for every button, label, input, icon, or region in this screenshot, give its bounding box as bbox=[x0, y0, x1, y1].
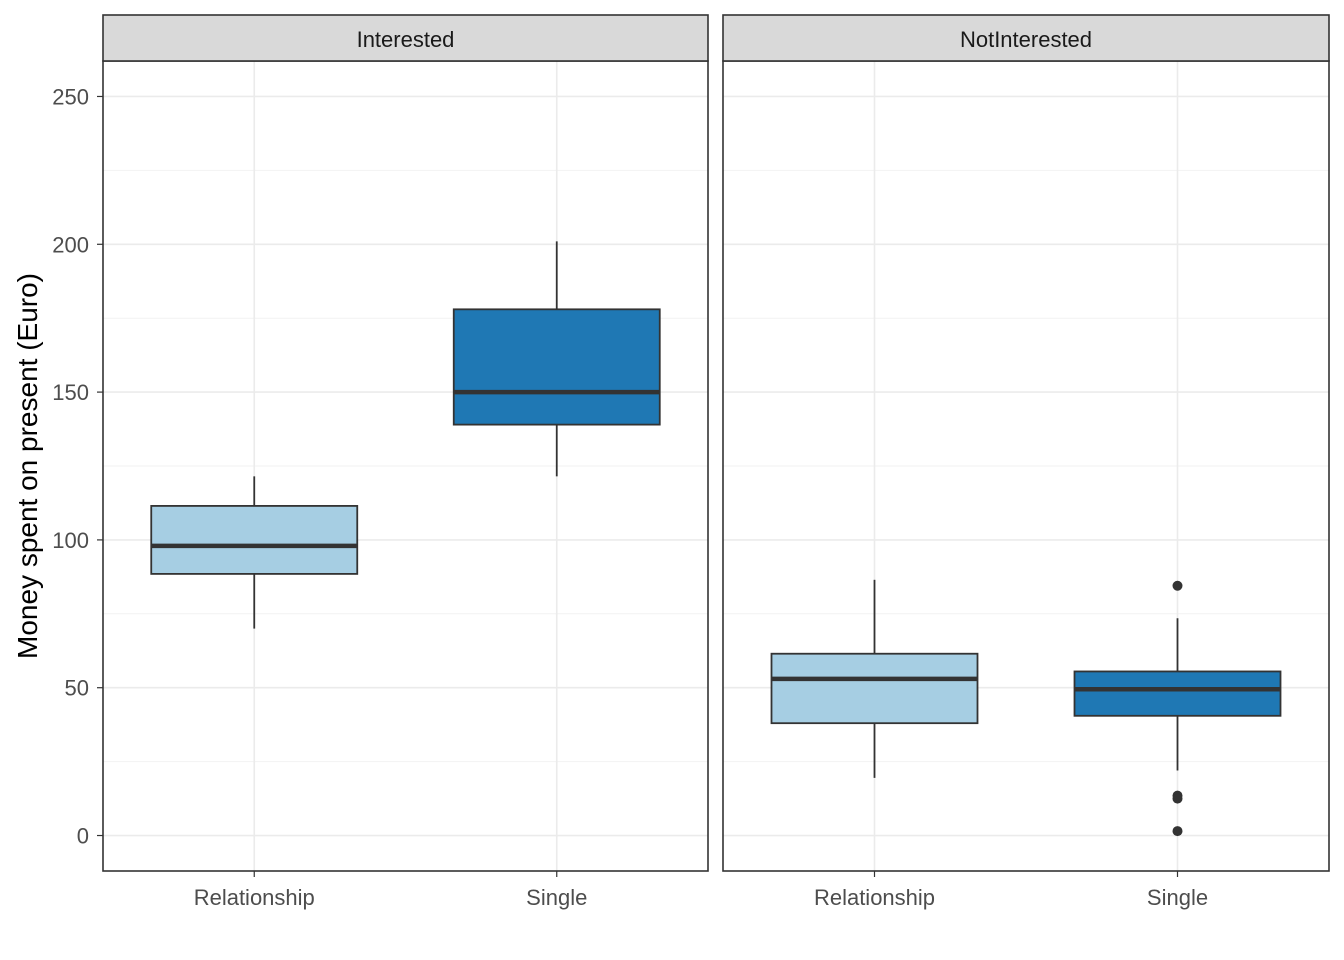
y-axis-title: Money spent on present (Euro) bbox=[12, 273, 43, 659]
box-iqr bbox=[452, 308, 661, 426]
box-iqr bbox=[1073, 670, 1282, 717]
y-tick-label: 150 bbox=[52, 380, 89, 405]
x-tick-label: Single bbox=[1147, 885, 1208, 910]
y-tick-label: 0 bbox=[77, 824, 89, 849]
box-relationship bbox=[150, 476, 359, 629]
outlier-point bbox=[1172, 826, 1183, 837]
facet-panel-notinterested: NotInterested Relationship Single bbox=[722, 14, 1330, 910]
x-tick-label: Relationship bbox=[814, 885, 935, 910]
box-relationship bbox=[770, 579, 979, 778]
facet-strip-label: NotInterested bbox=[960, 27, 1092, 52]
x-tick-label: Single bbox=[526, 885, 587, 910]
y-tick-label: 50 bbox=[65, 676, 89, 701]
y-tick-label: 100 bbox=[52, 528, 89, 553]
y-axis: 0 50 100 150 200 250 bbox=[52, 84, 103, 849]
box-iqr bbox=[770, 652, 979, 725]
y-tick-label: 250 bbox=[52, 84, 89, 109]
facet-strip bbox=[102, 14, 709, 62]
facet-strip-label: Interested bbox=[357, 27, 455, 52]
box-single bbox=[452, 241, 661, 477]
box-single bbox=[1073, 580, 1282, 837]
outlier-point bbox=[1172, 793, 1183, 804]
outlier-point bbox=[1172, 580, 1183, 591]
facet-panel-interested: Interested Relationship Single bbox=[102, 14, 709, 910]
x-tick-label: Relationship bbox=[194, 885, 315, 910]
box-iqr bbox=[150, 505, 359, 575]
facet-strip bbox=[722, 14, 1330, 62]
y-tick-label: 200 bbox=[52, 232, 89, 257]
